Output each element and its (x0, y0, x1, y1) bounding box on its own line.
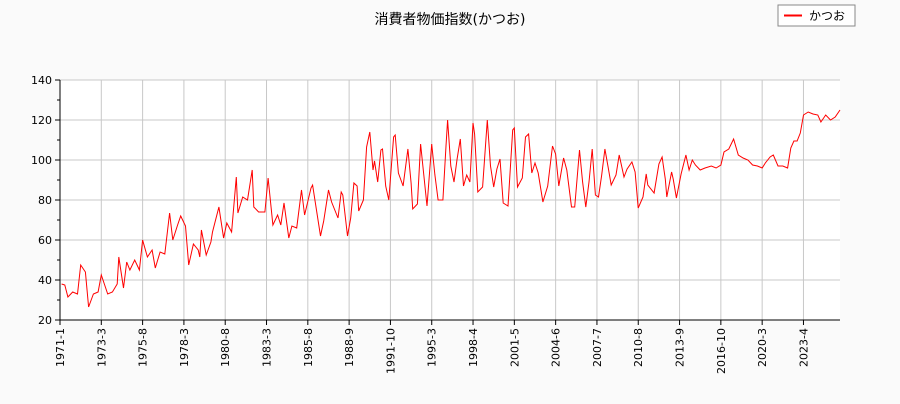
x-tick-label: 2020-3 (756, 328, 769, 367)
y-tick-label: 20 (38, 314, 52, 327)
x-tick-label: 1991-10 (384, 328, 397, 374)
y-tick-label: 40 (38, 274, 52, 287)
x-tick-label: 1988-9 (343, 328, 356, 367)
x-tick-label: 1978-3 (178, 328, 191, 367)
x-tick-label: 1971-1 (54, 328, 67, 367)
y-tick-label: 80 (38, 194, 52, 207)
legend-label: かつお (809, 9, 845, 23)
y-tick-label: 100 (31, 154, 52, 167)
y-tick-label: 60 (38, 234, 52, 247)
x-tick-label: 1973-3 (95, 328, 108, 367)
chart-title: 消費者物価指数(かつお) (375, 12, 526, 28)
x-tick-label: 1975-8 (137, 328, 150, 367)
x-tick-label: 1985-8 (302, 328, 315, 367)
x-tick-label: 2004-6 (550, 328, 563, 367)
y-tick-label: 120 (31, 114, 52, 127)
x-tick-label: 1983-3 (261, 328, 274, 367)
x-tick-label: 1995-3 (426, 328, 439, 367)
x-tick-label: 1980-8 (219, 328, 232, 367)
x-tick-label: 2001-5 (508, 328, 521, 367)
x-tick-label: 1998-4 (467, 328, 480, 367)
x-tick-label: 2023-4 (797, 328, 810, 367)
x-tick-label: 2016-10 (715, 328, 728, 374)
y-tick-label: 140 (31, 74, 52, 87)
x-tick-label: 2010-8 (632, 328, 645, 367)
x-tick-label: 2013-9 (674, 328, 687, 367)
x-tick-label: 2007-7 (591, 328, 604, 367)
legend-box (777, 4, 856, 27)
series-line (61, 109, 841, 308)
legend: かつお (777, 4, 856, 27)
